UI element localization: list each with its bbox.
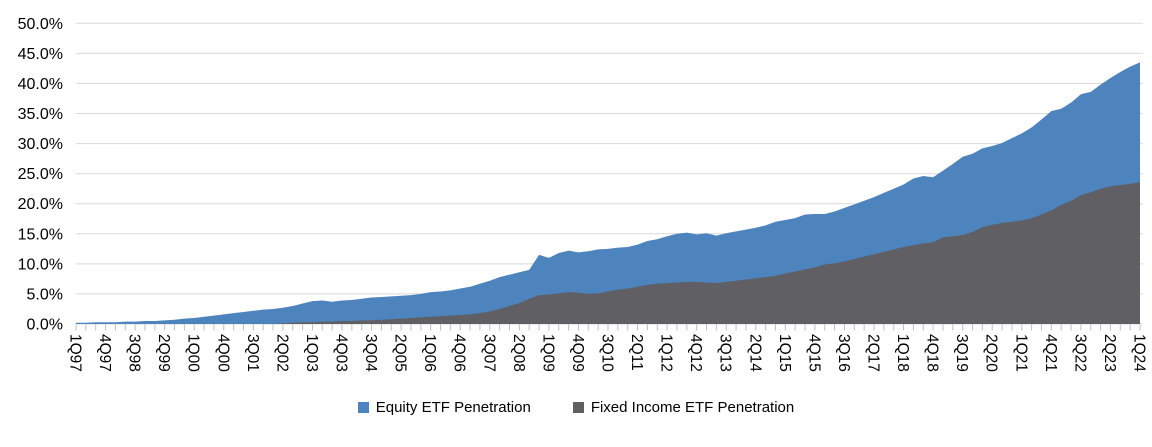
x-tick-label: 2Q05 xyxy=(392,334,409,372)
y-tick-label: 30.0% xyxy=(18,136,63,153)
x-tick-label: 4Q12 xyxy=(687,334,704,372)
x-tick-label: 1Q03 xyxy=(303,334,320,372)
x-tick-label: 3Q13 xyxy=(717,334,734,372)
x-tick-label: 1Q06 xyxy=(421,334,438,372)
y-tick-label: 10.0% xyxy=(18,256,63,273)
x-tick-label: 2Q99 xyxy=(155,334,172,372)
y-tick-label: 35.0% xyxy=(18,106,63,123)
x-tick-label: 2Q02 xyxy=(273,334,290,372)
x-axis-labels: 1Q97 4Q97 3Q98 2Q99 1Q00 4Q00 3Q01 2Q02 1Q03 4Q03… xyxy=(67,334,1148,372)
x-tick-label: 2Q11 xyxy=(628,334,645,371)
x-tick-label: 4Q06 xyxy=(451,334,468,372)
x-tick-label: 4Q09 xyxy=(569,334,586,372)
legend-item-fixed-income: Fixed Income ETF Penetration xyxy=(572,399,795,416)
y-tick-label: 50.0% xyxy=(18,16,63,33)
chart-legend: Equity ETF Penetration Fixed Income ETF … xyxy=(0,399,1152,416)
y-tick-label: 20.0% xyxy=(18,196,63,213)
x-tick-label: 2Q08 xyxy=(510,334,527,372)
y-tick-label: 5.0% xyxy=(27,286,63,303)
gridlines xyxy=(76,22,1143,325)
x-axis-ticks xyxy=(75,324,1141,331)
y-tick-label: 15.0% xyxy=(18,226,63,243)
x-tick-label: 4Q15 xyxy=(805,334,822,372)
x-tick-label: 1Q00 xyxy=(185,334,202,372)
y-tick-label: 45.0% xyxy=(18,46,63,63)
x-tick-label: 1Q21 xyxy=(1012,334,1029,372)
y-tick-label: 0.0% xyxy=(27,317,63,334)
y-tick-label: 40.0% xyxy=(18,76,63,93)
legend-swatch-fixed-income xyxy=(572,402,584,413)
x-tick-label: 2Q23 xyxy=(1101,334,1118,372)
legend-swatch-equity xyxy=(357,402,369,413)
x-tick-label: 4Q97 xyxy=(96,334,113,372)
legend-item-equity: Equity ETF Penetration xyxy=(357,399,531,416)
y-axis-labels: 0.0% 5.0% 10.0% 15.0% 20.0% 25.0% 30.0% 35.0% 40… xyxy=(18,16,63,334)
x-tick-label: 4Q21 xyxy=(1042,334,1059,372)
x-tick-label: 3Q16 xyxy=(835,334,852,372)
x-tick-label: 4Q03 xyxy=(333,334,350,372)
x-tick-label: 4Q00 xyxy=(214,334,231,372)
x-tick-label: 2Q20 xyxy=(983,334,1000,372)
legend-label-equity: Equity ETF Penetration xyxy=(375,399,531,416)
x-tick-label: 2Q14 xyxy=(746,334,763,372)
y-tick-label: 25.0% xyxy=(18,166,63,183)
x-tick-label: 3Q10 xyxy=(599,334,616,372)
series-fixed-income-area xyxy=(76,182,1140,324)
x-tick-label: 4Q18 xyxy=(924,334,941,372)
x-tick-label: 1Q15 xyxy=(776,334,793,372)
x-tick-label: 1Q97 xyxy=(67,334,84,372)
x-tick-label: 3Q04 xyxy=(362,334,379,372)
x-tick-label: 3Q01 xyxy=(244,334,261,372)
x-tick-label: 3Q07 xyxy=(480,334,497,372)
x-tick-label: 1Q24 xyxy=(1131,334,1148,372)
x-tick-label: 3Q22 xyxy=(1071,334,1088,372)
x-tick-label: 1Q12 xyxy=(658,334,675,372)
x-tick-label: 2Q17 xyxy=(865,334,882,372)
legend-label-fixed-income: Fixed Income ETF Penetration xyxy=(590,399,795,416)
x-tick-label: 3Q98 xyxy=(126,334,143,372)
x-tick-label: 3Q19 xyxy=(953,334,970,372)
area-chart-plot: 0.0% 5.0% 10.0% 15.0% 20.0% 25.0% 30.0% 35.0% 40… xyxy=(18,16,1148,372)
x-tick-label: 1Q09 xyxy=(539,334,556,372)
x-tick-label: 1Q18 xyxy=(894,334,911,372)
